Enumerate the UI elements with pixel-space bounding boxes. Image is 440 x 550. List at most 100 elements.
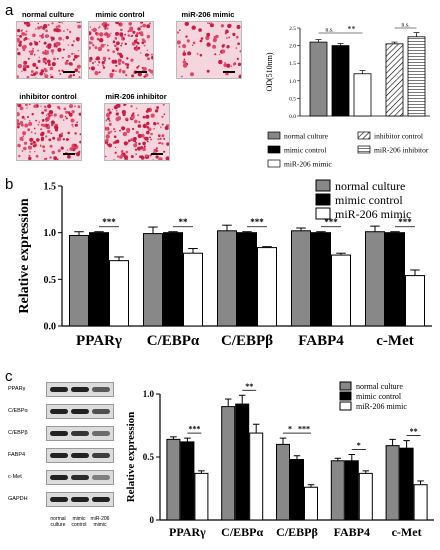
legend-label: mimic control xyxy=(335,193,403,207)
blot-band xyxy=(50,387,68,392)
bar xyxy=(249,432,264,521)
bar xyxy=(385,43,404,117)
bar xyxy=(217,230,237,327)
category-label: FABP4 xyxy=(334,525,370,539)
blot-band xyxy=(92,431,110,436)
blot-band xyxy=(50,431,68,436)
significance-label: *** xyxy=(324,217,338,227)
significance-label: *** xyxy=(250,217,264,227)
scale-bar xyxy=(63,153,75,155)
blot-lane-label: miR-206 mimic xyxy=(90,516,110,528)
blot-band xyxy=(71,497,89,502)
micrograph-label: normal culture xyxy=(21,10,75,19)
y-tick-label: 1.0 xyxy=(289,79,296,85)
legend-label: mimic control xyxy=(284,146,326,155)
blot-band xyxy=(92,475,110,480)
bar xyxy=(143,233,163,327)
blot-row-label: FABP4 xyxy=(8,452,26,458)
legend-swatch xyxy=(339,381,352,391)
legend-swatch xyxy=(357,131,371,140)
significance-label: *** xyxy=(398,217,412,227)
bar xyxy=(237,232,257,327)
blot-row-label: c-Met xyxy=(8,474,22,480)
y-tick-label: 0.5 xyxy=(143,452,155,462)
y-axis-label: Relative expression xyxy=(125,412,137,503)
legend-label: miR-206 inhibitor xyxy=(374,146,429,155)
significance-label: ** xyxy=(179,217,189,227)
y-tick-label: 1.5 xyxy=(44,182,57,193)
bar xyxy=(353,73,372,117)
blot-row-label: C/EBPβ xyxy=(8,430,28,436)
oil-red-o-micrograph xyxy=(176,21,242,79)
y-tick-label: 1.5 xyxy=(289,61,296,67)
category-label: c-Met xyxy=(392,525,422,539)
legend-swatch xyxy=(267,159,281,168)
bar xyxy=(405,275,425,327)
bar xyxy=(194,472,209,521)
legend-swatch xyxy=(315,207,331,220)
y-axis-label: OD(510nm) xyxy=(265,52,274,91)
panel-b-letter: b xyxy=(5,176,14,193)
blot-band xyxy=(71,431,89,436)
blot-strip xyxy=(46,382,114,397)
category-label: C/EBPβ xyxy=(276,525,318,539)
blot-row-label: GAPDH xyxy=(8,496,28,502)
blot-band xyxy=(71,475,89,480)
legend-label: miR-206 mimic xyxy=(356,402,407,411)
category-label: c-Met xyxy=(376,333,413,349)
bar xyxy=(385,232,405,327)
bar xyxy=(344,460,359,521)
blot-lane-label: mimic control xyxy=(71,516,87,528)
bar xyxy=(69,234,89,327)
blot-band xyxy=(71,387,89,392)
y-tick-label: 0.5 xyxy=(44,275,57,286)
category-label: PPARγ xyxy=(76,333,122,349)
blot-band xyxy=(71,453,89,458)
blot-band xyxy=(50,475,68,480)
legend-label: inhibitor control xyxy=(374,132,423,141)
oil-red-o-micrograph xyxy=(16,103,82,161)
bar xyxy=(358,472,373,521)
panel-a-bar-chart: 0.0 0.5 1.0 1.5 2.0 2.5 OD(510nm) n.s. ** n.s. xyxy=(265,23,430,120)
significance-label: *** xyxy=(102,217,116,227)
panel-a-legend: normal culture inhibitor control mimic con… xyxy=(267,131,429,169)
blot-row-label: C/EBPα xyxy=(8,408,28,414)
bar xyxy=(399,447,414,521)
bar xyxy=(413,484,428,521)
legend-swatch xyxy=(267,145,281,154)
blot-strip xyxy=(46,404,114,419)
legend-swatch xyxy=(315,179,331,192)
significance-label: * xyxy=(357,441,361,450)
y-axis-label: Relative expression xyxy=(17,198,32,313)
blot-band xyxy=(50,453,68,458)
legend-swatch xyxy=(339,401,352,411)
oil-red-o-micrograph xyxy=(16,21,82,79)
y-tick-label: 2.0 xyxy=(289,44,296,50)
blot-band xyxy=(50,497,68,502)
micrograph-label: miR-206 mimic xyxy=(181,10,235,19)
bar xyxy=(331,45,350,117)
bar xyxy=(183,252,203,327)
category-label: C/EBPα xyxy=(221,525,263,539)
significance-label: ** xyxy=(245,382,253,391)
blot-strip xyxy=(46,448,114,463)
legend-swatch xyxy=(267,131,281,140)
significance-label: n.s. xyxy=(325,28,334,34)
blot-lane-label: normal culture xyxy=(50,516,66,528)
panel-a-letter: a xyxy=(5,2,14,19)
bar xyxy=(180,441,195,521)
category-label: C/EBPβ xyxy=(221,333,273,349)
significance-label: * xyxy=(288,425,292,434)
scale-bar xyxy=(135,71,147,73)
legend-label: miR-206 mimic xyxy=(335,207,411,221)
y-tick-label: 0.0 xyxy=(44,322,57,333)
bar xyxy=(330,460,345,521)
legend-swatch xyxy=(339,391,352,401)
legend-swatch xyxy=(357,145,371,154)
blot-strip xyxy=(46,470,114,485)
blot-strip xyxy=(46,492,114,507)
blot-band xyxy=(92,497,110,502)
bar xyxy=(365,231,385,327)
bar xyxy=(290,459,304,521)
